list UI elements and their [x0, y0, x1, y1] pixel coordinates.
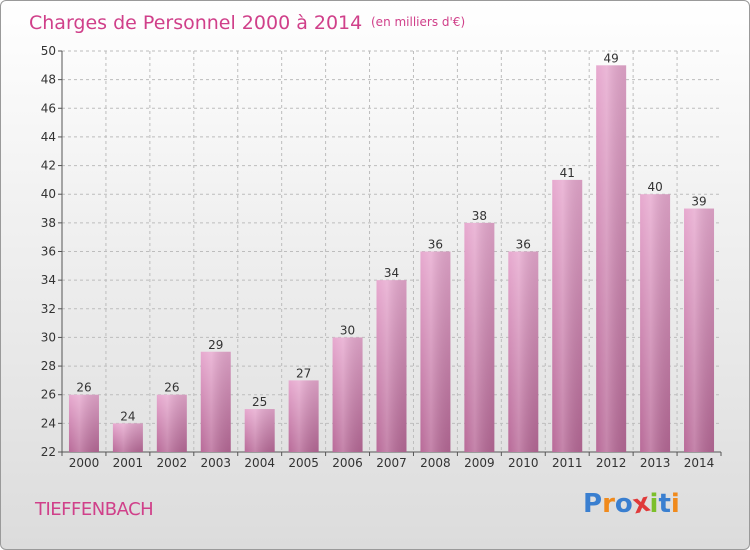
y-tick-label: 40 [41, 187, 56, 201]
bar-shade [508, 251, 539, 452]
x-tick-label: 2000 [69, 456, 100, 470]
y-tick-label: 36 [41, 245, 56, 259]
bar-shade [640, 194, 671, 452]
bar-shade [376, 280, 407, 452]
bars [68, 65, 715, 453]
value-label: 30 [340, 323, 355, 337]
value-label: 24 [120, 409, 135, 423]
value-label: 27 [296, 366, 311, 380]
chart-subtitle: (en milliers d'€) [371, 15, 465, 29]
x-tick-label: 2002 [157, 456, 188, 470]
x-tick-label: 2009 [464, 456, 495, 470]
y-tick-label: 44 [41, 130, 56, 144]
y-tick-label: 46 [41, 101, 56, 115]
bar-shade [332, 337, 363, 452]
y-tick-label: 50 [41, 44, 56, 58]
x-tick-label: 2008 [420, 456, 451, 470]
logo-letter: i [670, 489, 680, 519]
x-tick-label: 2003 [200, 456, 231, 470]
bar-shade [420, 251, 451, 452]
x-tick-label: 2010 [508, 456, 539, 470]
y-tick-label: 24 [41, 416, 56, 430]
logo-letter: t [658, 489, 671, 519]
value-label: 36 [516, 238, 531, 252]
y-tick-label: 48 [41, 73, 56, 87]
value-label: 26 [76, 381, 91, 395]
logo-letter: r [602, 489, 615, 519]
bar-shade [156, 394, 187, 452]
value-label: 34 [384, 266, 399, 280]
logo-letter: P [583, 489, 603, 519]
bar-shade [244, 409, 275, 452]
x-tick-label: 2011 [552, 456, 583, 470]
place-name: TIEFFENBACH [34, 499, 153, 520]
x-tick-label: 2013 [640, 456, 671, 470]
bar-shade [288, 380, 319, 452]
value-label: 38 [472, 209, 487, 223]
y-tick-label: 42 [41, 159, 56, 173]
bar-shade [464, 222, 495, 452]
value-label: 49 [604, 51, 619, 65]
y-tick-label: 28 [41, 359, 56, 373]
bar-shade [596, 65, 627, 453]
value-label: 29 [208, 338, 223, 352]
y-tick-label: 34 [41, 273, 56, 287]
value-label: 41 [560, 166, 575, 180]
value-labels: 26 24 26 29 25 27 30 34 36 38 36 41 49 40 39 [76, 51, 706, 423]
grid [62, 50, 721, 453]
chart-title: Charges de Personnel 2000 à 2014 [29, 12, 362, 34]
x-tick-label: 2007 [376, 456, 407, 470]
x-tick-label: 2006 [332, 456, 363, 470]
logo-letter: o [614, 489, 633, 519]
y-tick-label: 22 [41, 445, 56, 459]
x-tick-label: 2004 [244, 456, 275, 470]
x-tick-label: 2014 [684, 456, 715, 470]
y-tick-label: 38 [41, 216, 56, 230]
bar-shade [200, 351, 231, 452]
x-tick-label: 2012 [596, 456, 627, 470]
bar-shade [112, 423, 143, 452]
value-label: 40 [647, 180, 662, 194]
value-label: 26 [164, 381, 179, 395]
axes: 22 24 26 28 30 32 34 36 38 40 42 44 46 48 50 2000 2001 20… [41, 44, 722, 470]
proxiti-logo: Proxiti [583, 488, 680, 521]
value-label: 39 [691, 195, 706, 209]
bar-shade [684, 208, 715, 452]
y-tick-label: 32 [41, 302, 56, 316]
logo-letter: i [649, 489, 659, 519]
value-label: 25 [252, 395, 267, 409]
y-tick-label: 30 [41, 330, 56, 344]
value-label: 36 [428, 238, 443, 252]
x-tick-label: 2005 [288, 456, 319, 470]
bar-shade [68, 394, 99, 452]
bar-shade [552, 179, 583, 452]
x-tick-label: 2001 [113, 456, 144, 470]
y-tick-label: 26 [41, 388, 56, 402]
